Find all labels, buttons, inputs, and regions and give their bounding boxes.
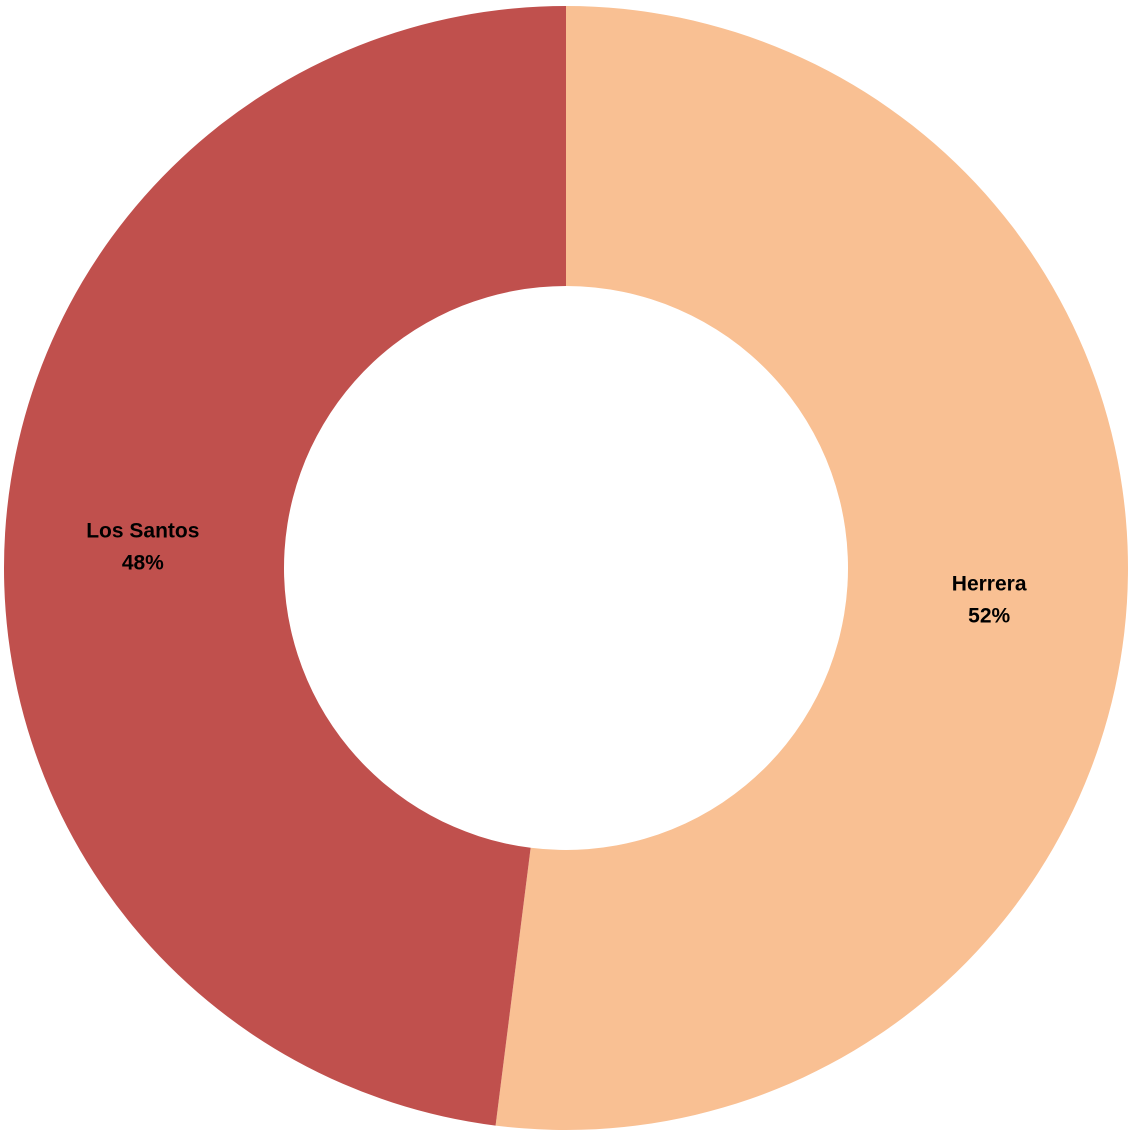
slice-label-herrera: Herrera 52%	[952, 573, 1027, 628]
slice-label-los-santos: Los Santos 48%	[86, 519, 199, 574]
slice-labels: Herrera 52% Los Santos 48%	[86, 519, 1027, 627]
donut-slices	[3, 6, 1128, 1130]
slice-herrera	[495, 6, 1128, 1130]
slice-category-label: Herrera	[952, 573, 1027, 596]
slice-category-label: Los Santos	[86, 519, 199, 542]
slice-percent-label: 48%	[122, 551, 164, 574]
slice-los-santos	[3, 6, 567, 1126]
slice-percent-label: 52%	[968, 605, 1010, 628]
